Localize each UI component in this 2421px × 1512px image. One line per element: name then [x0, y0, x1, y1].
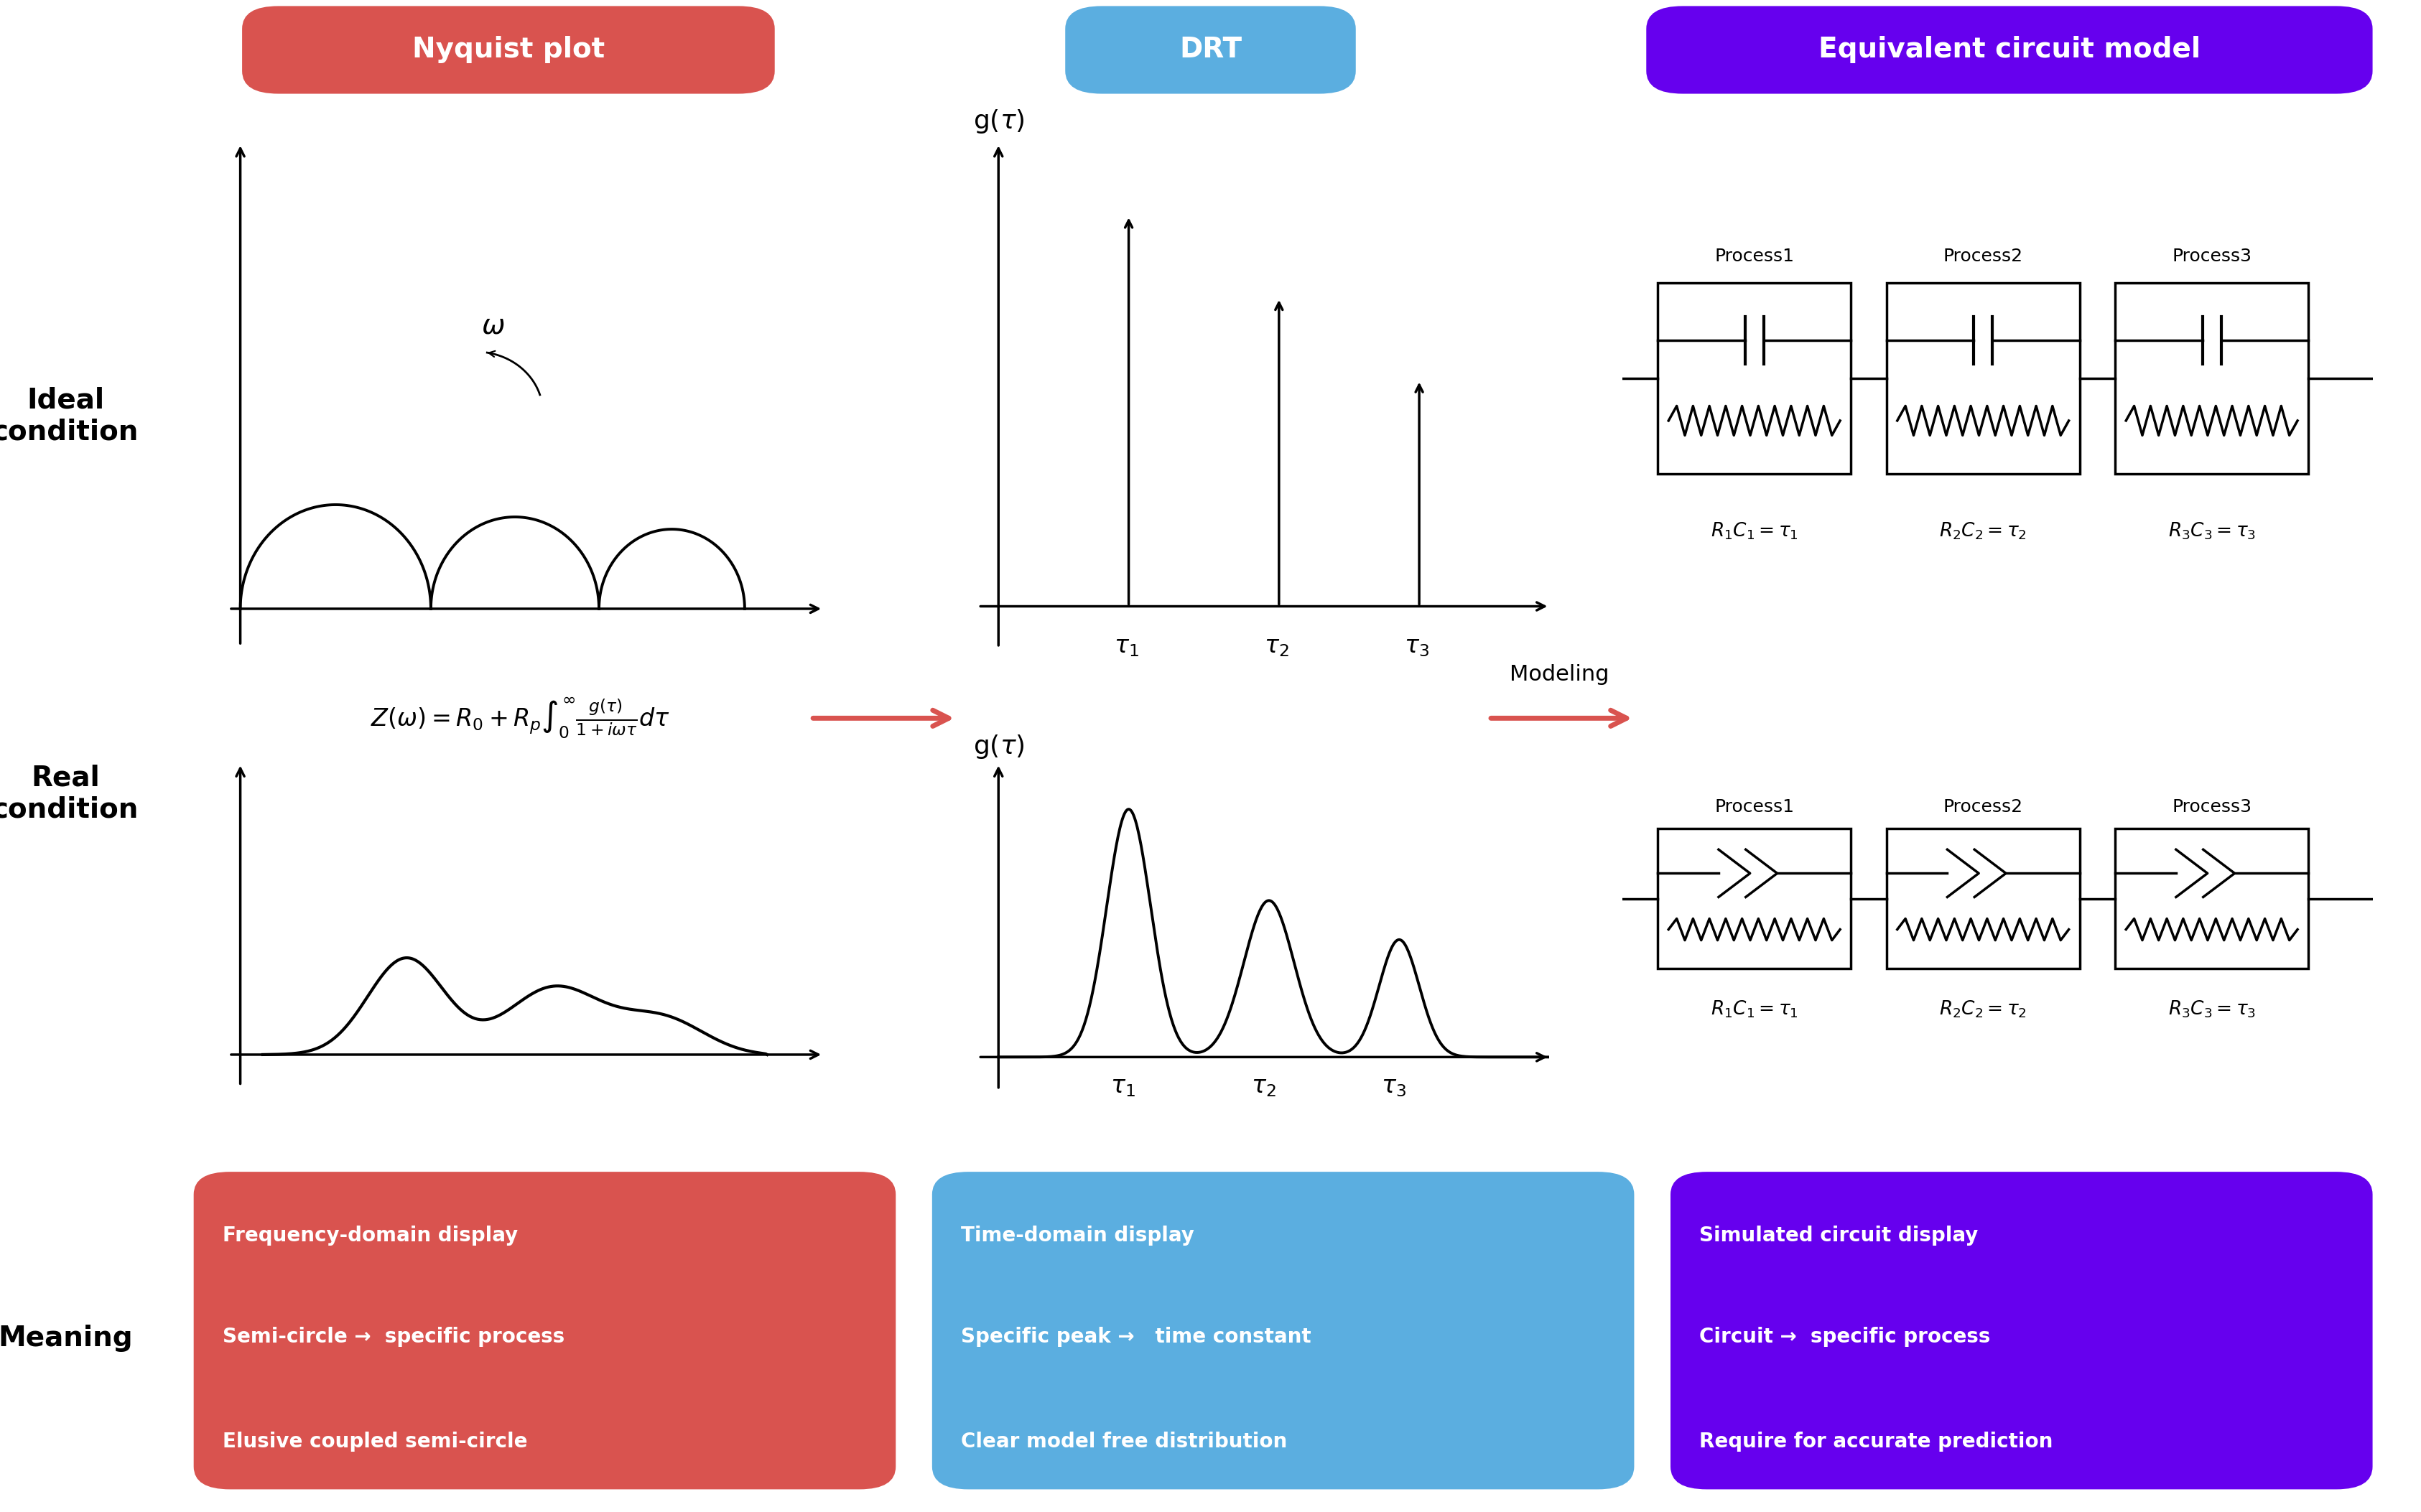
- Bar: [1886, 283, 2080, 475]
- Text: $R_2C_2=\tau_2$: $R_2C_2=\tau_2$: [1939, 520, 2026, 541]
- Text: Ideal
condition: Ideal condition: [0, 387, 138, 445]
- Text: Simulated circuit display: Simulated circuit display: [1700, 1225, 1978, 1246]
- FancyBboxPatch shape: [932, 1172, 1634, 1489]
- Text: $\omega$: $\omega$: [482, 311, 506, 339]
- Text: Require for accurate prediction: Require for accurate prediction: [1700, 1432, 2053, 1452]
- Bar: [2116, 283, 2307, 475]
- Text: DRT: DRT: [1179, 36, 1242, 64]
- Text: Modeling: Modeling: [1508, 664, 1610, 685]
- Bar: [1886, 829, 2080, 969]
- Text: $R_2C_2=\tau_2$: $R_2C_2=\tau_2$: [1939, 999, 2026, 1019]
- Bar: [2116, 829, 2307, 969]
- Text: Circuit →  specific process: Circuit → specific process: [1700, 1328, 1990, 1347]
- Text: Semi-circle →  specific process: Semi-circle → specific process: [223, 1328, 564, 1347]
- Text: g($\tau$): g($\tau$): [973, 733, 1024, 761]
- Text: $R_1C_1=\tau_1$: $R_1C_1=\tau_1$: [1712, 999, 1799, 1019]
- FancyBboxPatch shape: [194, 1172, 896, 1489]
- Text: Meaning: Meaning: [0, 1325, 133, 1352]
- Text: $R_1C_1=\tau_1$: $R_1C_1=\tau_1$: [1712, 520, 1799, 541]
- Text: $\tau_1$: $\tau_1$: [1111, 1075, 1135, 1098]
- Bar: [1658, 283, 1850, 475]
- Text: Elusive coupled semi-circle: Elusive coupled semi-circle: [223, 1432, 528, 1452]
- Text: $Z(\omega) = R_0 + R_p \int_0^{\infty} \frac{g(\tau)}{1+i\omega\tau} d\tau$: $Z(\omega) = R_0 + R_p \int_0^{\infty} \…: [370, 696, 671, 741]
- Text: $R_3C_3=\tau_3$: $R_3C_3=\tau_3$: [2167, 520, 2256, 541]
- Text: Real
condition: Real condition: [0, 765, 138, 823]
- Text: Nyquist plot: Nyquist plot: [412, 36, 605, 64]
- Text: $R_3C_3=\tau_3$: $R_3C_3=\tau_3$: [2167, 999, 2256, 1019]
- Bar: [1658, 829, 1850, 969]
- FancyBboxPatch shape: [1646, 6, 2373, 94]
- Text: Process3: Process3: [2172, 798, 2252, 816]
- Text: g($\tau$): g($\tau$): [973, 107, 1024, 135]
- Text: Process2: Process2: [1944, 798, 2024, 816]
- Text: Equivalent circuit model: Equivalent circuit model: [1818, 36, 2201, 64]
- Text: $\tau_2$: $\tau_2$: [1252, 1075, 1276, 1098]
- Text: Process1: Process1: [1714, 798, 1794, 816]
- Text: Time-domain display: Time-domain display: [961, 1225, 1194, 1246]
- FancyBboxPatch shape: [1065, 6, 1356, 94]
- FancyBboxPatch shape: [242, 6, 775, 94]
- Text: $\tau_2$: $\tau_2$: [1264, 635, 1288, 658]
- Text: Process3: Process3: [2172, 248, 2252, 265]
- Text: Process1: Process1: [1714, 248, 1794, 265]
- Text: $\tau_3$: $\tau_3$: [1404, 635, 1428, 658]
- Text: $\tau_3$: $\tau_3$: [1380, 1075, 1407, 1098]
- Text: Clear model free distribution: Clear model free distribution: [961, 1432, 1288, 1452]
- Text: $\tau_1$: $\tau_1$: [1114, 635, 1138, 658]
- Text: Specific peak →   time constant: Specific peak → time constant: [961, 1328, 1312, 1347]
- Text: Process2: Process2: [1944, 248, 2024, 265]
- Text: Frequency-domain display: Frequency-domain display: [223, 1225, 518, 1246]
- FancyBboxPatch shape: [1670, 1172, 2373, 1489]
